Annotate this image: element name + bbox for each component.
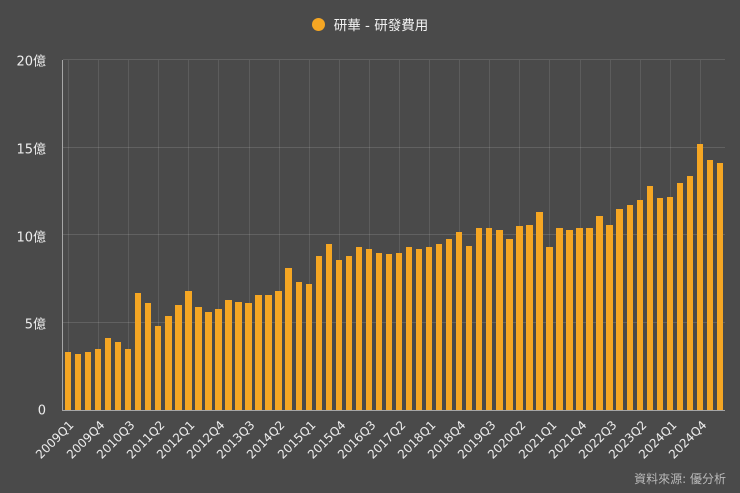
bar-2019Q4: [496, 229, 503, 410]
gridline-x: [549, 60, 551, 410]
gridline-x: [248, 60, 250, 410]
source-note: 資料來源: 優分析: [634, 472, 726, 486]
gridline-x: [368, 60, 370, 410]
bar-2022Q4: [616, 208, 623, 410]
bar-2009Q2: [74, 354, 82, 410]
bar-2021Q1: [546, 247, 553, 410]
bar-2013Q2: [235, 301, 242, 410]
bar-2020Q4: [536, 212, 543, 410]
gridline-x: [308, 60, 310, 410]
gridline-x: [188, 60, 190, 410]
y-tick-label: 15億: [16, 142, 46, 158]
bar-2015Q4: [335, 259, 343, 410]
gridline-y: [63, 146, 725, 148]
bar-2012Q2: [195, 306, 202, 410]
gridline-y: [63, 321, 725, 323]
bar-2012Q3: [205, 312, 212, 410]
bar-2013Q3: [245, 303, 252, 410]
bar-2023Q4: [656, 198, 663, 410]
bar-2010Q3: [124, 348, 132, 410]
bar-2017Q2: [395, 252, 403, 410]
bar-2024Q2: [676, 182, 684, 410]
y-tick-label: 20億: [16, 54, 46, 70]
bar-2021Q3: [566, 229, 573, 410]
bar-2014Q3: [285, 268, 292, 410]
gridline-x: [68, 60, 69, 410]
bar-2020Q3: [526, 224, 533, 410]
bar-2022Q2: [596, 215, 603, 410]
bar-2021Q2: [556, 228, 563, 410]
y-tick-label: 10億: [16, 230, 46, 245]
legend-marker-icon: [311, 17, 325, 31]
bar-2014Q4: [295, 282, 302, 410]
bar-2015Q3: [325, 243, 332, 410]
bar-2023Q1: [626, 205, 633, 410]
bar-2015Q2: [315, 256, 322, 410]
bar-2020Q1: [506, 238, 513, 410]
legend-label: 研華 - 研發費用: [333, 18, 429, 34]
bar-2024Q4: [696, 144, 704, 410]
gridline-x: [128, 60, 130, 410]
bar-2016Q1: [345, 256, 353, 410]
bar-2011Q3: [165, 315, 172, 410]
gridline-x: [399, 60, 400, 410]
y-axis: 0 5億 10億 15億 20億: [0, 55, 54, 419]
bar-2016Q3: [365, 249, 373, 410]
bar-2014Q2: [275, 291, 282, 410]
bar-2019Q1: [466, 245, 473, 410]
y-tick-label: 5億: [24, 317, 46, 333]
bar-2022Q3: [606, 224, 613, 410]
bar-2018Q2: [435, 243, 443, 410]
bar-2025Q2: [716, 163, 724, 410]
gridline-y: [63, 59, 725, 60]
gridline-x: [429, 60, 431, 410]
bar-2018Q4: [455, 231, 463, 410]
gridline-y: [63, 234, 725, 235]
bar-2017Q4: [415, 249, 423, 410]
bar-2012Q4: [215, 308, 222, 410]
bar-2018Q3: [445, 238, 453, 410]
bar-2015Q1: [305, 284, 312, 410]
legend: 研華 - 研發費用: [0, 14, 740, 34]
bar-2012Q1: [185, 291, 192, 410]
bar-2023Q2: [636, 200, 643, 410]
bar-2021Q4: [576, 228, 583, 410]
gridline-x: [158, 60, 160, 410]
bar-2016Q2: [355, 247, 363, 410]
gridline-x: [218, 60, 220, 410]
bar-2010Q1: [104, 338, 112, 410]
bar-2011Q1: [145, 303, 152, 410]
x-axis: 2009Q1 2009Q4 2010Q3 2011Q2 2012Q1 2012Q4 2013…: [33, 412, 725, 490]
bar-2020Q2: [516, 226, 523, 410]
bar-2025Q1: [706, 159, 714, 410]
bar-2019Q3: [486, 228, 493, 410]
plot-area: [62, 59, 725, 411]
bar-2017Q1: [385, 254, 393, 410]
gridline-x: [98, 60, 100, 410]
bar-2014Q1: [265, 294, 272, 410]
bar-2010Q4: [135, 292, 142, 410]
bar-2010Q2: [114, 341, 122, 410]
bar-2017Q3: [405, 247, 413, 410]
bar-2018Q1: [425, 247, 433, 410]
bar-2022Q1: [586, 228, 593, 410]
bar-2023Q3: [646, 186, 653, 410]
gridline-x: [278, 60, 280, 410]
bar-2016Q4: [375, 252, 383, 410]
bar-2019Q2: [476, 228, 483, 410]
bar-2009Q4: [94, 348, 102, 410]
bar-2011Q4: [175, 305, 182, 410]
bar-2024Q1: [666, 196, 674, 410]
bar-2013Q1: [225, 299, 232, 410]
gridline-x: [338, 60, 340, 410]
bar-2009Q3: [84, 352, 92, 410]
bar-2013Q4: [255, 294, 262, 410]
bar-2011Q2: [155, 326, 162, 410]
y-tick-label: 0: [37, 403, 46, 419]
bar-2024Q3: [686, 175, 694, 410]
bar-2009Q1: [64, 352, 72, 410]
